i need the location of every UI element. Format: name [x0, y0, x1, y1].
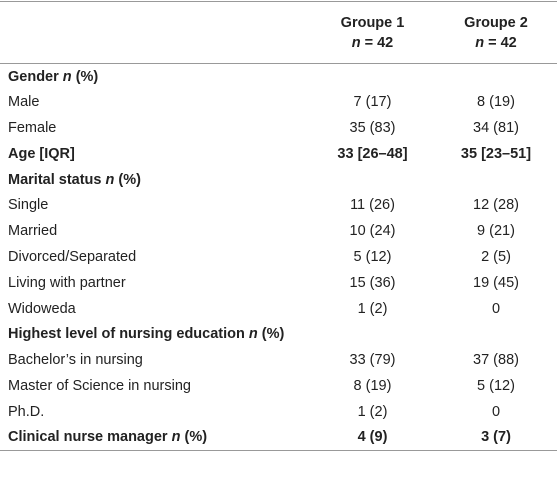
row-label-cell: Gender n (%): [0, 64, 310, 90]
data-row: Bachelor’s in nursing 33 (79) 37 (88): [0, 347, 557, 373]
row-unit: (%): [261, 326, 285, 343]
data-row: Female 35 (83) 34 (81): [0, 115, 557, 141]
row-label: Ph.D.: [8, 403, 45, 420]
value-cell: 8 (19): [353, 377, 392, 394]
column-header: Groupe 1 n = 42: [310, 1, 435, 64]
header-row: Groupe 1 n = 42 Groupe 2 n = 42: [0, 1, 557, 64]
n-symbol: n: [351, 34, 361, 51]
row-label-cell: Bachelor’s in nursing: [0, 347, 310, 373]
row-unit: (%): [75, 68, 99, 85]
value-cell: 37 (88): [473, 352, 519, 369]
column-header: Groupe 2 n = 42: [435, 1, 557, 64]
column-label: Groupe 2: [464, 14, 528, 31]
value-cell: 15 (36): [349, 274, 396, 291]
row-stat-symbol: n: [171, 429, 181, 446]
empty-cell: [310, 321, 435, 347]
row-label-cell: Ph.D.: [0, 399, 310, 425]
value-cell: 5 (12): [353, 248, 392, 265]
section-row: Marital status n (%): [0, 167, 557, 193]
row-label-cell: Widoweda: [0, 296, 310, 322]
table-body: Gender n (%) Male 7 (17) 8 (19) Female 35 (83…: [0, 64, 557, 451]
row-label-cell: Single: [0, 192, 310, 218]
row-label-cell: Master of Science in nursing: [0, 373, 310, 399]
row-stat-symbol: n: [105, 171, 115, 188]
row-label: Gender: [8, 68, 59, 85]
value-cell: 3 (7): [435, 424, 557, 451]
section-row: Age [IQR] 33 [26–48] 35 [23–51]: [0, 141, 557, 167]
section-row: Gender n (%): [0, 64, 557, 90]
section-row: Highest level of nursing education n (%): [0, 321, 557, 347]
value-cell: 33 [26–48]: [337, 145, 408, 162]
value-cell: 12 (28): [473, 197, 519, 214]
row-label-cell: Divorced/Separated: [0, 244, 310, 270]
table-header: Groupe 1 n = 42 Groupe 2 n = 42: [0, 1, 557, 64]
row-label: Single: [8, 197, 49, 214]
data-row: Male 7 (17) 8 (19): [0, 89, 557, 115]
column-label: Groupe 1: [340, 14, 405, 31]
value-cell: 1 (2): [357, 300, 388, 317]
row-stat-symbol: n: [248, 326, 258, 343]
value-cell: 4 (9): [310, 424, 435, 451]
section-row: Clinical nurse manager n (%) 4 (9) 3 (7): [0, 424, 557, 451]
n-symbol: n: [475, 34, 485, 51]
data-row: Living with partner 15 (36) 19 (45): [0, 270, 557, 296]
empty-cell: [435, 167, 557, 193]
row-label: Master of Science in nursing: [8, 377, 191, 394]
row-label: Divorced/Separated: [8, 248, 137, 265]
n-value: = 42: [488, 34, 517, 51]
row-label: Living with partner: [8, 274, 126, 291]
value-cell: 10 (24): [349, 223, 396, 240]
row-label: Marital status: [8, 171, 102, 188]
row-label: Highest level of nursing education: [8, 326, 245, 343]
value-cell: 0: [491, 403, 501, 420]
row-label-cell: Married: [0, 218, 310, 244]
data-row: Ph.D. 1 (2) 0: [0, 399, 557, 425]
row-label: Age [IQR]: [8, 145, 75, 162]
value-cell: 33 (79): [349, 352, 396, 369]
data-row: Widoweda 1 (2) 0: [0, 296, 557, 322]
data-row: Divorced/Separated 5 (12) 2 (5): [0, 244, 557, 270]
value-cell: 35 (83): [349, 119, 396, 136]
row-label-cell: Living with partner: [0, 270, 310, 296]
row-label-cell: Male: [0, 89, 310, 115]
empty-cell: [310, 167, 435, 193]
row-label: Widoweda: [8, 300, 76, 317]
data-row: Single 11 (26) 12 (28): [0, 192, 557, 218]
row-label: Clinical nurse manager: [8, 429, 168, 446]
empty-cell: [435, 64, 557, 90]
row-unit: (%): [118, 171, 141, 188]
data-table: Groupe 1 n = 42 Groupe 2 n = 42 Gender n (%…: [0, 1, 557, 451]
value-cell: 1 (2): [357, 403, 388, 420]
row-label: Bachelor’s in nursing: [8, 352, 143, 369]
header-empty: [0, 1, 310, 64]
row-unit: (%): [184, 429, 208, 446]
value-cell: 35 [23–51]: [460, 145, 532, 162]
empty-cell: [310, 64, 435, 90]
row-label-cell: Marital status n (%): [0, 167, 310, 193]
row-label-cell: Highest level of nursing education n (%): [0, 321, 310, 347]
value-cell: 11 (26): [350, 197, 395, 214]
value-cell: 19 (45): [473, 274, 519, 291]
row-label: Female: [8, 119, 57, 136]
row-label: Married: [8, 223, 58, 240]
row-label-cell: Age [IQR]: [0, 141, 310, 167]
row-label-cell: Clinical nurse manager n (%): [0, 424, 310, 451]
value-cell: 0: [491, 300, 501, 317]
row-stat-symbol: n: [62, 68, 72, 85]
value-cell: 5 (12): [477, 377, 515, 394]
data-row: Married 10 (24) 9 (21): [0, 218, 557, 244]
value-cell: 34 (81): [473, 119, 519, 136]
row-label: Male: [8, 94, 40, 111]
value-cell: 8 (19): [477, 94, 515, 111]
n-value: = 42: [364, 34, 394, 51]
empty-cell: [435, 321, 557, 347]
data-row: Master of Science in nursing 8 (19) 5 (12): [0, 373, 557, 399]
value-cell: 9 (21): [477, 223, 515, 240]
value-cell: 2 (5): [481, 248, 511, 265]
value-cell: 7 (17): [353, 94, 392, 111]
row-label-cell: Female: [0, 115, 310, 141]
